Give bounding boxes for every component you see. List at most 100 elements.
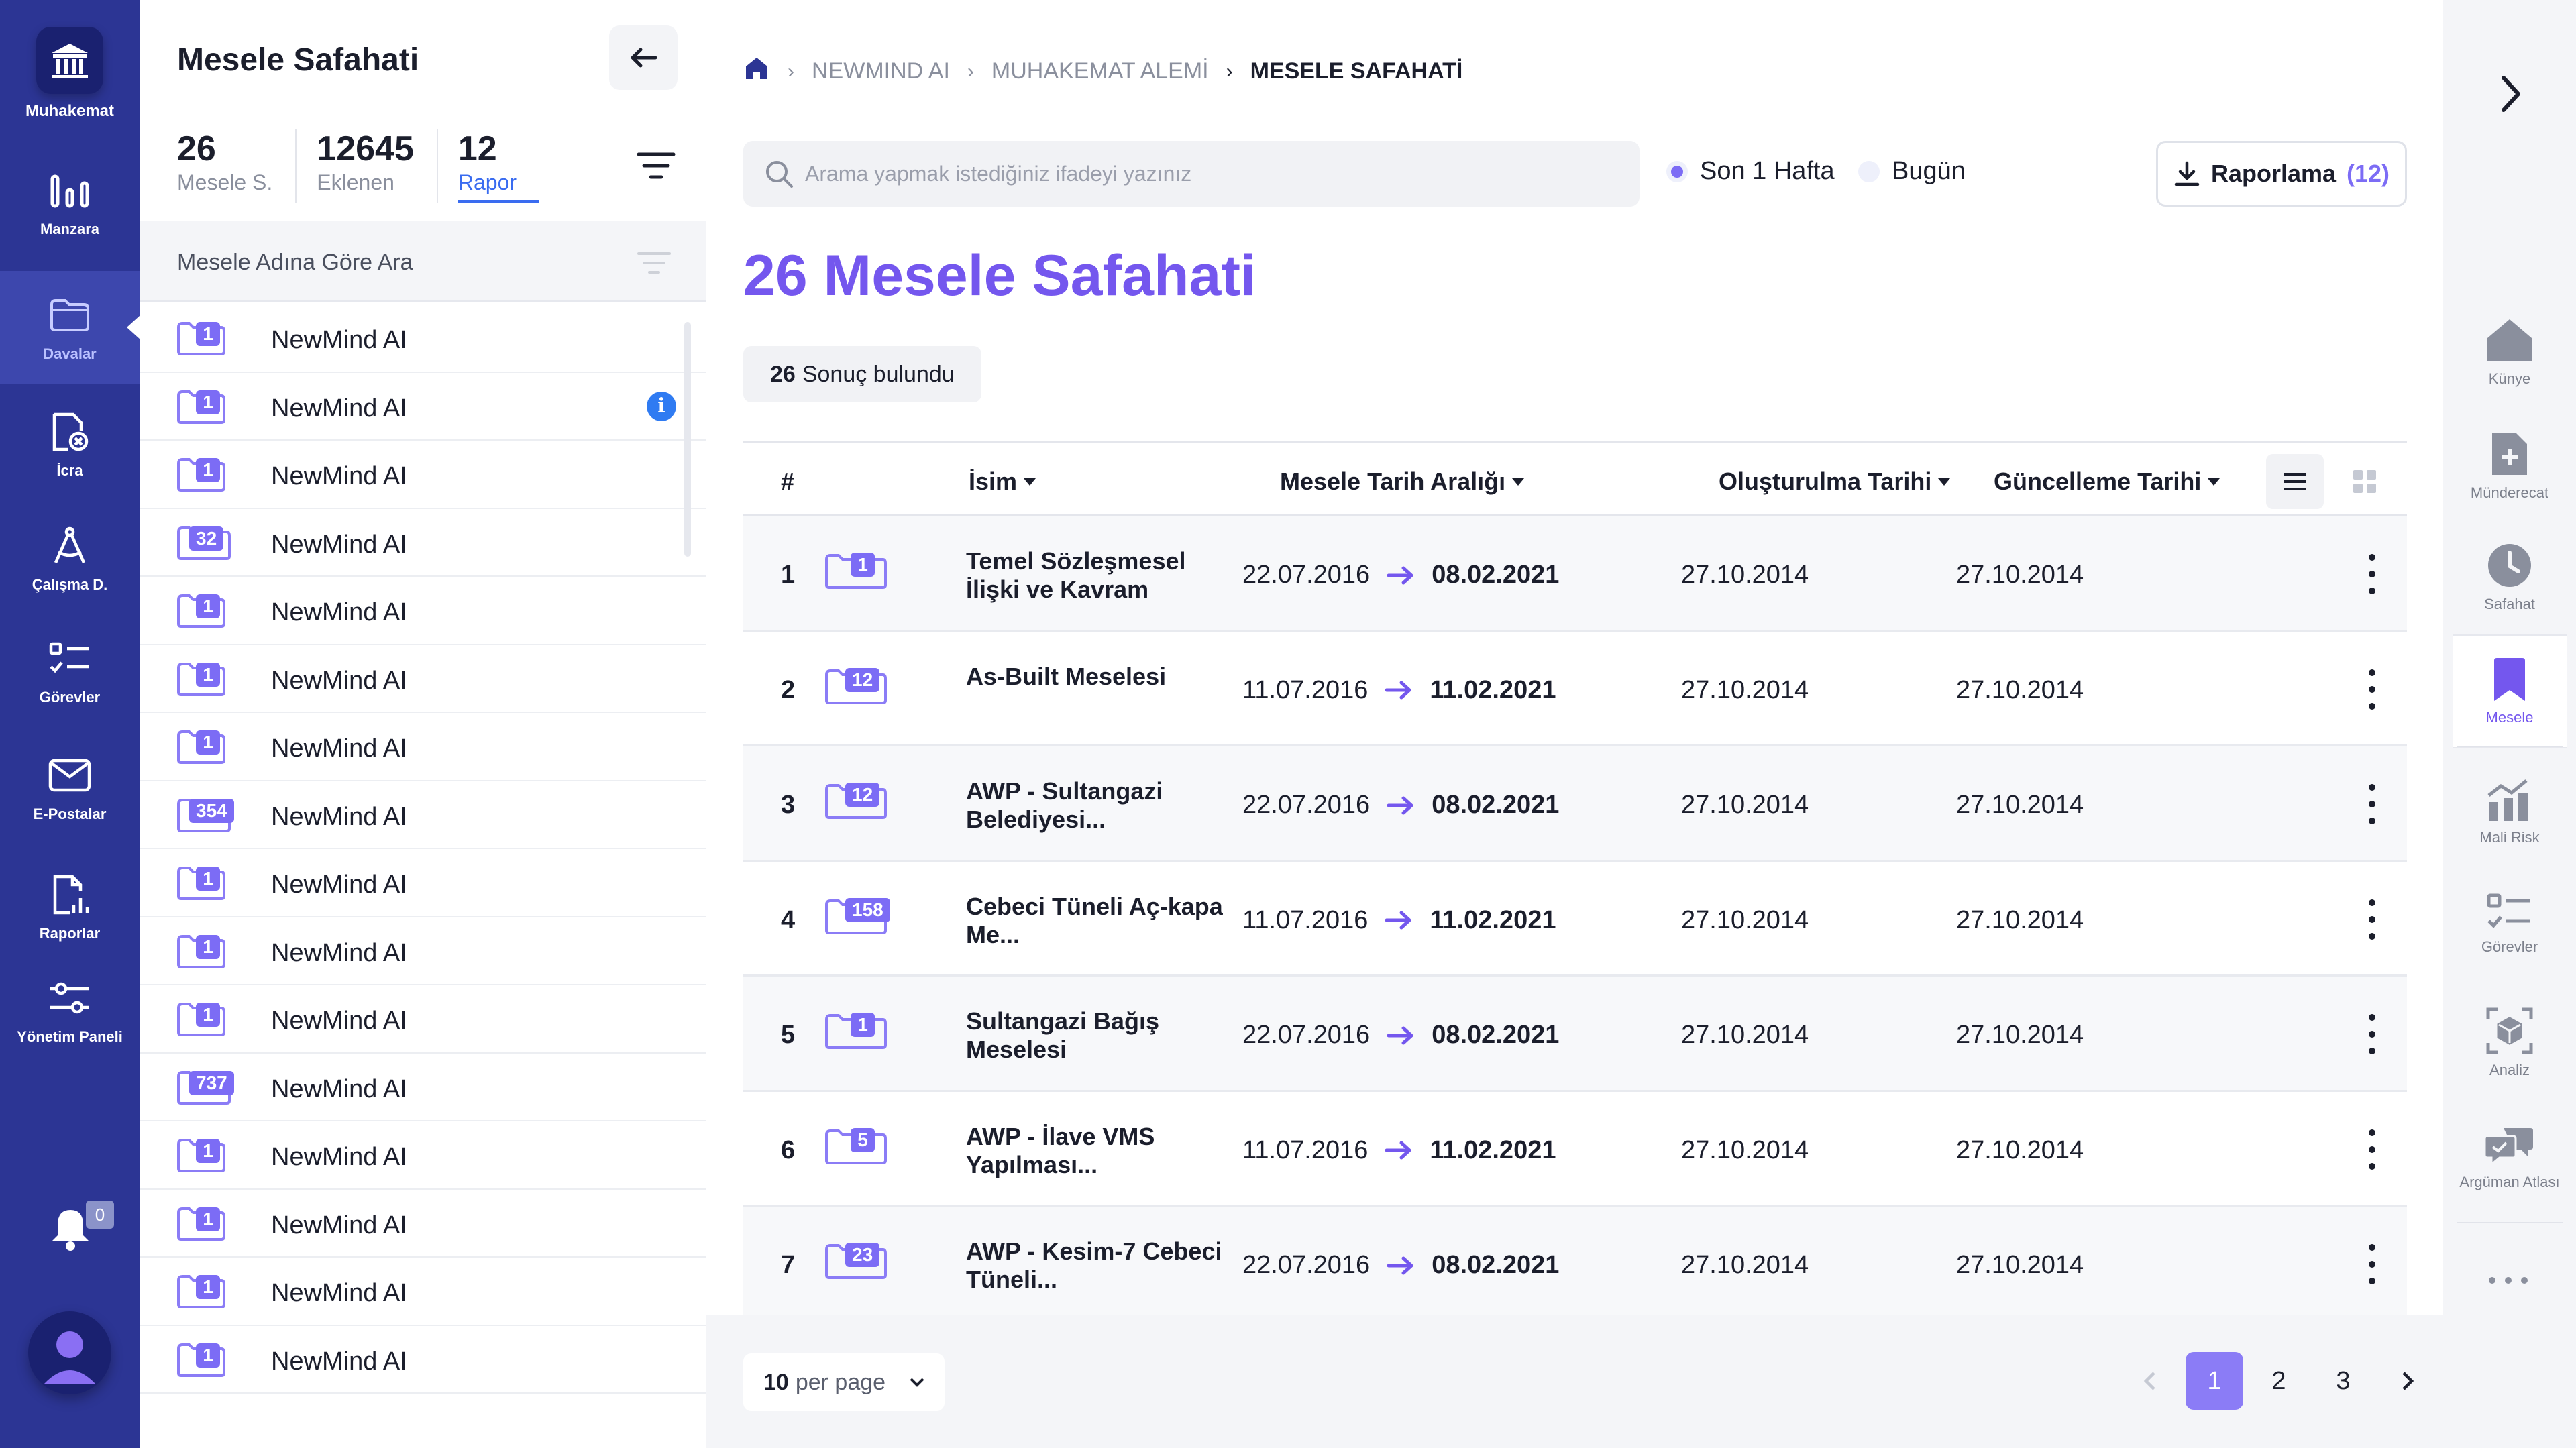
table-row[interactable]: 1 1 Temel Sözleşmesel İlişki ve Kavram 2…	[743, 516, 2407, 632]
row-name[interactable]: Cebeci Tüneli Aç-kapa Me...	[966, 892, 1223, 948]
table-row[interactable]: 3 12 AWP - Sultangazi Belediyesi... 22.0…	[743, 746, 2407, 862]
row-more-options-icon[interactable]	[2359, 1125, 2385, 1174]
detail-munderecat[interactable]: Münderecat	[2453, 409, 2567, 523]
row-name[interactable]: Temel Sözleşmesel İlişki ve Kavram	[966, 547, 1186, 603]
prev-page-button[interactable]	[2121, 1352, 2179, 1410]
search-input[interactable]	[805, 141, 1610, 207]
stat-mesele[interactable]: 26 Mesele S.	[177, 129, 297, 203]
sidebar-matter-item[interactable]: 354 NewMind AI	[140, 781, 706, 849]
sidebar-matter-item[interactable]: 1 NewMind AI	[140, 985, 706, 1054]
page-button[interactable]: 1	[2186, 1352, 2243, 1410]
detail-kunye[interactable]: Künye	[2453, 295, 2567, 409]
folder-icon: 737	[176, 1070, 234, 1105]
page-button[interactable]: 2	[2271, 1366, 2286, 1395]
breadcrumb-item[interactable]: NEWMIND AI	[812, 58, 950, 84]
sidebar-matter-item[interactable]: 1 NewMind AI	[140, 917, 706, 985]
expand-panel-button[interactable]	[2490, 67, 2530, 121]
checklist-icon	[46, 635, 93, 682]
row-more-options-icon[interactable]	[2359, 665, 2385, 714]
row-more-options-icon[interactable]	[2359, 1010, 2385, 1058]
nav-davalar[interactable]: Davalar	[0, 271, 140, 384]
filter-last-week[interactable]: Son 1 Hafta	[1666, 157, 1835, 186]
next-page-button[interactable]	[2379, 1352, 2436, 1410]
checklist-icon	[2487, 893, 2530, 928]
detail-gorevler[interactable]: Görevler	[2453, 867, 2567, 981]
filter-lines-icon[interactable]	[636, 249, 672, 276]
header-range[interactable]: Mesele Tarih Aralığı	[1280, 467, 1525, 496]
collapse-sidebar-button[interactable]	[609, 25, 678, 90]
filter-today[interactable]: Bugün	[1858, 157, 1966, 186]
table-row[interactable]: 5 1 Sultangazi Bağış Meselesi 22.07.2016…	[743, 977, 2407, 1092]
sidebar-item-label: NewMind AI	[271, 1279, 407, 1307]
header-updated[interactable]: Güncelleme Tarihi	[1994, 467, 2220, 496]
notification-bell[interactable]	[47, 1201, 94, 1254]
detail-mali-risk[interactable]: Mali Risk	[2453, 755, 2567, 869]
row-name[interactable]: Sultangazi Bağış Meselesi	[966, 1007, 1160, 1063]
sidebar-matter-item[interactable]: 1 NewMind AI	[140, 645, 706, 713]
row-name[interactable]: AWP - İlave VMS Yapılması...	[966, 1122, 1155, 1178]
sidebar-matter-item[interactable]: 1 NewMind AI	[140, 1189, 706, 1258]
sidebar-matter-item[interactable]: 1 NewMind AI	[140, 304, 706, 373]
app-logo[interactable]	[36, 27, 103, 94]
row-more-options-icon[interactable]	[2359, 1240, 2385, 1288]
list-view-button[interactable]	[2266, 454, 2324, 509]
row-more-options-icon[interactable]	[2359, 550, 2385, 598]
row-more-options-icon[interactable]	[2359, 780, 2385, 828]
stat-rapor[interactable]: 12 Rapor	[458, 129, 540, 203]
detail-analiz[interactable]: Analiz	[2453, 986, 2567, 1100]
table-row[interactable]: 6 5 AWP - İlave VMS Yapılması... 11.07.2…	[743, 1092, 2407, 1207]
nav-gorevler[interactable]: Görevler	[0, 614, 140, 727]
sidebar-matter-item[interactable]: 1 NewMind AI	[140, 1121, 706, 1190]
sidebar-matter-item[interactable]: 1 NewMind AI i	[140, 372, 706, 441]
sidebar-item-label: NewMind AI	[271, 326, 407, 354]
nav-yonetim[interactable]: Yönetim Paneli	[0, 954, 140, 1066]
stat-eklenen[interactable]: 12645 Eklenen	[317, 129, 438, 203]
sidebar-filter-button[interactable]	[636, 149, 676, 182]
sidebar-scrollbar[interactable]	[684, 322, 691, 557]
folder-icon	[46, 292, 93, 339]
breadcrumb-item[interactable]: MUHAKEMAT ALEMİ	[991, 58, 1209, 84]
nav-epostalar[interactable]: E-Postalar	[0, 731, 140, 844]
page-button[interactable]: 3	[2336, 1366, 2351, 1395]
per-page-select[interactable]: 10 per page	[743, 1353, 945, 1411]
item-count-badge: 1	[196, 867, 220, 891]
header-created[interactable]: Oluşturulma Tarihi	[1719, 467, 1951, 496]
row-name[interactable]: AWP - Kesim-7 Cebeci Tüneli...	[966, 1237, 1222, 1293]
sidebar-search-row[interactable]: Mesele Adına Göre Ara	[140, 221, 706, 302]
sidebar-matter-item[interactable]: 1 NewMind AI	[140, 577, 706, 645]
sidebar-matter-item[interactable]: 1 NewMind AI	[140, 441, 706, 509]
table-row[interactable]: 2 12 As-Built Meselesi 11.07.2016 11.02.…	[743, 632, 2407, 746]
detail-safahat[interactable]: Safahat	[2453, 520, 2567, 634]
nav-manzara[interactable]: Manzara	[0, 146, 140, 259]
row-created: 27.10.2014	[1681, 675, 1809, 704]
sidebar-matter-item[interactable]: 1 NewMind AI	[140, 1325, 706, 1394]
nav-raporlar[interactable]: Raporlar	[0, 850, 140, 963]
item-count-badge: 1	[196, 1343, 220, 1368]
row-more-options-icon[interactable]	[2359, 895, 2385, 944]
row-name[interactable]: As-Built Meselesi	[966, 662, 1167, 690]
detail-arguman-atlasi[interactable]: Argüman Atlası	[2453, 1100, 2567, 1214]
info-icon[interactable]: i	[647, 391, 676, 421]
nav-icra[interactable]: İcra	[0, 388, 140, 500]
more-options-icon[interactable]	[2489, 1277, 2528, 1284]
grid-view-button[interactable]	[2336, 454, 2394, 509]
report-button[interactable]: Raporlama (12)	[2156, 141, 2407, 207]
row-name[interactable]: AWP - Sultangazi Belediyesi...	[966, 777, 1163, 833]
sidebar-matter-item[interactable]: 737 NewMind AI	[140, 1053, 706, 1121]
detail-mesele[interactable]: Mesele	[2453, 634, 2567, 748]
sidebar-matter-item[interactable]: 1 NewMind AI	[140, 849, 706, 917]
nav-calisma[interactable]: Çalışma D.	[0, 502, 140, 614]
arrow-right-icon	[1385, 1141, 1411, 1160]
sidebar-matter-item[interactable]: 32 NewMind AI	[140, 508, 706, 577]
table-row[interactable]: 4 158 Cebeci Tüneli Aç-kapa Me... 11.07.…	[743, 862, 2407, 977]
sidebar-matter-item[interactable]: 1 NewMind AI	[140, 1258, 706, 1326]
detail-label: Görevler	[2481, 938, 2538, 955]
download-icon	[2174, 161, 2200, 186]
header-name[interactable]: İsim	[969, 467, 1036, 496]
detail-label: Münderecat	[2470, 484, 2549, 501]
table-row[interactable]: 7 23 AWP - Kesim-7 Cebeci Tüneli... 22.0…	[743, 1207, 2407, 1322]
user-avatar[interactable]	[28, 1311, 111, 1394]
home-icon[interactable]	[743, 55, 770, 88]
range-start: 11.07.2016	[1242, 675, 1368, 704]
sidebar-matter-item[interactable]: 1 NewMind AI	[140, 713, 706, 781]
